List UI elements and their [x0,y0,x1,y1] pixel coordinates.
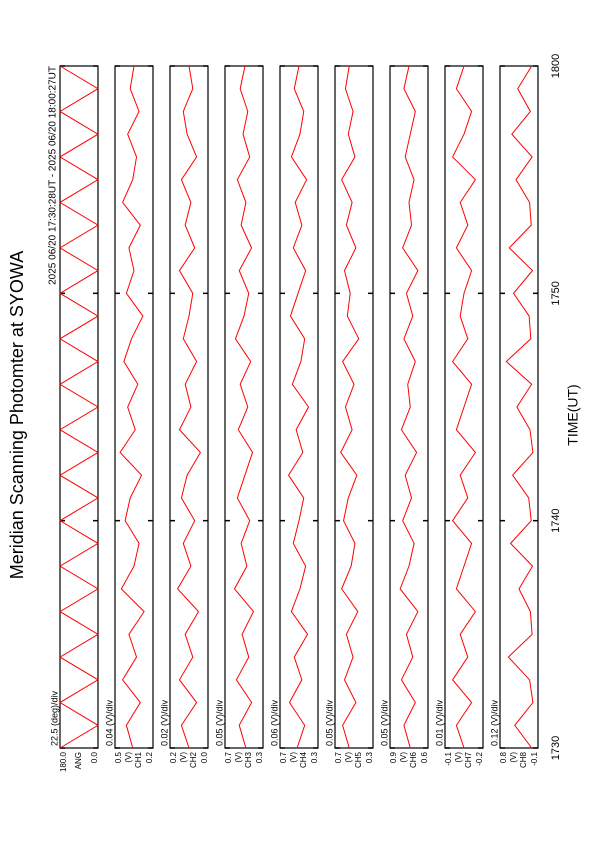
panel-scale: 22.5 (deg)/div [49,690,59,746]
y-tick-label: 0.7 [334,751,343,763]
x-tick-label: 1740 [550,508,562,532]
data-line [287,65,310,749]
panel-scale: 0.12 (V)/div [489,699,499,746]
y-tick-label: 180.0 [59,751,68,772]
data-line [340,65,360,749]
data-line [233,65,255,749]
panel-unit: (V) [344,752,353,763]
panel-unit: (V) [399,752,408,763]
y-tick-label: 0.3 [255,751,264,763]
panel-frame [334,65,374,749]
panel-unit: (V) [234,752,243,763]
panel-name: CH5 [354,751,363,768]
panel-frame [114,65,154,749]
y-tick-label: 0.9 [389,751,398,763]
x-axis-label: TIME(UT) [565,384,581,445]
rotated-plot: Meridian Scanning Photomter at SYOWA 202… [7,54,581,772]
panel-unit: (V) [289,752,298,763]
y-tick-label: 0.0 [90,751,99,763]
panel-unit: (V) [509,752,518,763]
panel-name: CH2 [189,751,198,768]
y-tick-label: 0.7 [279,751,288,763]
chart-title: Meridian Scanning Photomter at SYOWA [7,251,27,579]
y-tick-label: -0.2 [475,751,484,765]
panel-unit: (V) [124,752,133,763]
x-tick-label: 1800 [550,54,562,78]
panel-scale: 0.01 (V)/div [434,699,444,746]
panel-frame [499,65,539,749]
x-tick-label: 1730 [550,736,562,760]
panel-name: CH8 [519,751,528,768]
panel-scale: 0.04 (V)/div [104,699,114,746]
panel-name: CH3 [244,751,253,768]
panel-name: CH6 [409,751,418,768]
panel-name: CH1 [134,751,143,768]
panel-frame [224,65,264,749]
panel-name: CH7 [464,751,473,768]
y-tick-label: 0.2 [169,751,178,763]
data-line [119,65,145,749]
panel-unit: (V) [179,752,188,763]
chart-subtitle: 2025 06/20 17:30:28UT - 2025 06/20 18:00… [48,66,59,285]
y-tick-label: 0.0 [200,751,209,763]
panel-unit: (V) [454,752,463,763]
data-line [176,65,202,749]
y-tick-label: -0.1 [444,751,453,765]
data-line [59,65,99,749]
panel-scale: 0.06 (V)/div [269,699,279,746]
x-tick-label: 1750 [550,281,562,305]
panel-frame [389,65,429,749]
y-tick-label: -0.1 [530,751,539,765]
panel-scale: 0.02 (V)/div [159,699,169,746]
data-line [399,65,419,749]
y-tick-label: 0.2 [145,751,154,763]
y-tick-label: 0.7 [224,751,233,763]
y-tick-label: 0.3 [310,751,319,763]
y-tick-label: 0.8 [499,751,508,763]
panel-scale: 0.05 (V)/div [214,699,224,746]
panel-scale: 0.05 (V)/div [324,699,334,746]
y-tick-label: 0.6 [420,751,429,763]
panel-name: CH4 [299,751,308,768]
panel-name: ANG [74,752,83,769]
panel-scale: 0.05 (V)/div [379,699,389,746]
y-tick-label: 0.3 [365,751,374,763]
data-line [451,65,477,749]
data-line [505,65,534,749]
y-tick-label: 0.5 [114,751,123,763]
